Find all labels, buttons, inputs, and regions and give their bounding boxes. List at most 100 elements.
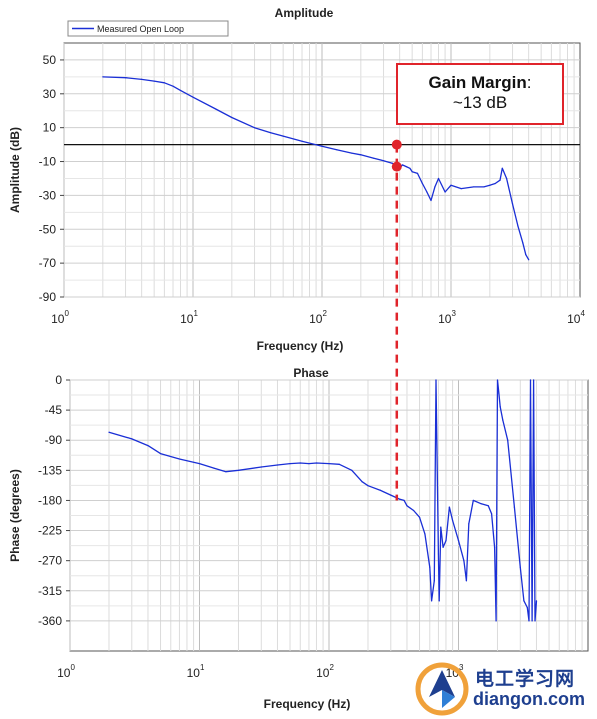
x-tick-exponent: 0: [64, 309, 69, 318]
data-point: [382, 160, 385, 162]
data-point: [502, 419, 504, 421]
data-point: [301, 140, 303, 142]
data-point: [360, 154, 362, 156]
data-point: [468, 523, 470, 525]
y-tick-label: -135: [38, 463, 62, 477]
data-point: [289, 463, 291, 465]
legend: Measured Open Loop: [67, 20, 229, 37]
annotation-colon: :: [526, 73, 532, 92]
data-point: [465, 580, 467, 582]
data-point: [522, 242, 524, 244]
x-tick-base: 10: [309, 312, 323, 326]
x-tick-base: 10: [57, 666, 71, 680]
y-tick-label: 50: [43, 53, 57, 67]
data-point: [215, 108, 217, 110]
y-axis-label: Phase (degrees): [8, 469, 22, 562]
data-point: [163, 82, 165, 84]
data-point: [480, 503, 482, 505]
data-point: [336, 149, 338, 151]
y-tick-label: -30: [39, 188, 57, 202]
data-point: [391, 162, 393, 164]
data-point: [406, 505, 408, 507]
y-tick-label: -10: [39, 155, 57, 169]
x-tick-label: 102: [309, 309, 327, 326]
chart-title: Amplitude: [275, 6, 334, 20]
watermark-logo-icon: [415, 662, 469, 716]
series-line-0: [108, 379, 538, 622]
x-tick-exponent: 1: [200, 663, 205, 672]
data-point: [405, 166, 407, 168]
gain-margin-annotation: Gain Margin: ~13 dB: [396, 63, 564, 125]
data-point: [496, 379, 499, 381]
x-tick-label: 102: [316, 663, 334, 680]
legend-box: [67, 20, 229, 37]
data-point: [328, 463, 330, 465]
data-point: [473, 186, 475, 188]
zero-db-marker: [391, 139, 402, 150]
chart-title: Phase: [293, 366, 329, 380]
data-point: [526, 606, 528, 609]
data-point: [499, 406, 501, 408]
data-point: [450, 184, 452, 186]
data-point: [403, 499, 405, 502]
x-tick-base: 10: [316, 666, 330, 680]
x-tick-base: 10: [438, 312, 452, 326]
data-point: [124, 77, 127, 79]
data-point: [511, 203, 514, 205]
data-point: [435, 379, 437, 381]
data-point: [192, 96, 194, 98]
data-point: [108, 431, 110, 433]
data-point: [315, 462, 318, 464]
y-tick-label: -360: [38, 614, 62, 628]
x-tick-exponent: 3: [459, 663, 464, 672]
data-point: [525, 254, 527, 256]
data-point: [472, 499, 474, 502]
data-point: [237, 469, 240, 471]
x-tick-base: 10: [187, 666, 201, 680]
data-point: [321, 145, 323, 147]
data-point: [531, 620, 533, 622]
data-point: [401, 164, 403, 166]
y-tick-label: -90: [39, 290, 57, 304]
x-tick-label: 101: [180, 309, 198, 326]
data-point: [398, 498, 401, 500]
watermark-en-text: diangon.com: [473, 689, 585, 709]
data-point: [416, 172, 419, 174]
data-point: [411, 171, 413, 173]
x-tick-exponent: 2: [322, 309, 327, 318]
watermark: 电工学习网 diangon.com: [415, 660, 595, 718]
data-point: [253, 127, 256, 129]
data-point: [426, 191, 428, 193]
x-axis-label: Frequency (Hz): [257, 339, 344, 353]
y-tick-label: -315: [38, 584, 62, 598]
data-point: [379, 489, 382, 492]
data-point: [507, 439, 509, 441]
data-point: [282, 135, 284, 137]
watermark-cn-text: 电工学习网: [475, 668, 576, 690]
data-point: [433, 580, 435, 582]
x-tick-label: 101: [187, 663, 205, 680]
x-tick-exponent: 1: [193, 309, 198, 318]
data-point: [131, 438, 133, 440]
gain-margin-marker: [391, 161, 402, 172]
data-point: [501, 167, 503, 169]
x-tick-base: 10: [567, 312, 581, 326]
data-point: [308, 463, 310, 465]
data-point: [421, 182, 423, 185]
data-point: [460, 188, 462, 190]
y-tick-label: 0: [55, 373, 62, 387]
data-point: [494, 182, 496, 185]
x-tick-exponent: 4: [580, 309, 585, 318]
data-point: [424, 533, 426, 535]
data-point: [517, 225, 519, 227]
data-point: [498, 392, 500, 394]
data-point: [172, 85, 174, 87]
data-point: [490, 513, 493, 515]
data-point: [270, 132, 272, 134]
data-point: [493, 546, 496, 548]
data-point: [487, 505, 489, 507]
data-point: [451, 519, 454, 522]
data-point: [276, 464, 279, 466]
